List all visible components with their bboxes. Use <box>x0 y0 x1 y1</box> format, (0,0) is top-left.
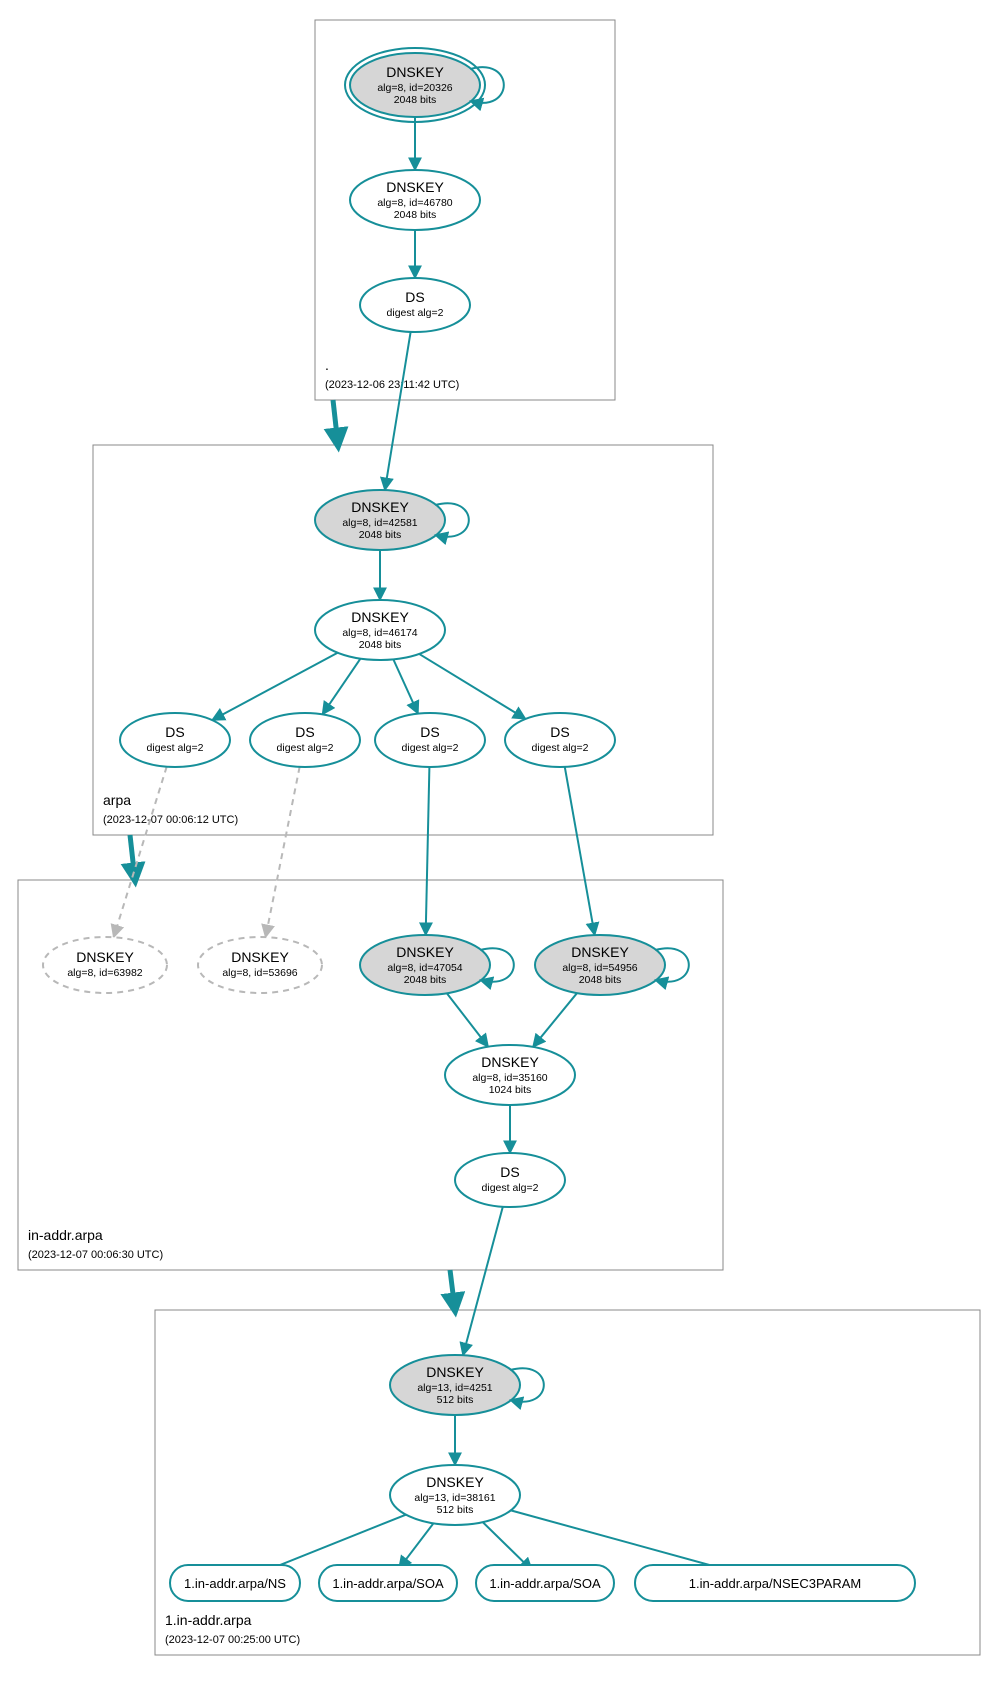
node-bits: 2048 bits <box>404 974 447 986</box>
node-detail: alg=13, id=38161 <box>414 1492 495 1504</box>
node-bits: 2048 bits <box>394 94 437 106</box>
rrset-label: 1.in-addr.arpa/SOA <box>332 1576 444 1591</box>
ds-node <box>505 713 615 767</box>
node-detail: alg=8, id=35160 <box>472 1072 547 1084</box>
node-title: DS <box>295 724 314 740</box>
zone-timestamp: (2023-12-07 00:06:12 UTC) <box>103 814 238 826</box>
node-title: DS <box>405 289 424 305</box>
zone-timestamp: (2023-12-07 00:06:30 UTC) <box>28 1249 163 1261</box>
node-title: DNSKEY <box>231 949 289 965</box>
node-detail: alg=8, id=46780 <box>377 197 452 209</box>
node-detail: digest alg=2 <box>532 742 589 754</box>
zone-title: in-addr.arpa <box>28 1227 103 1243</box>
node-title: DNSKEY <box>481 1054 539 1070</box>
zone-timestamp: (2023-12-07 00:25:00 UTC) <box>165 1634 300 1646</box>
ds-node <box>375 713 485 767</box>
node-detail: digest alg=2 <box>402 742 459 754</box>
node-title: DNSKEY <box>76 949 134 965</box>
node-detail: alg=8, id=46174 <box>342 627 417 639</box>
edge <box>385 332 411 490</box>
node-detail: digest alg=2 <box>147 742 204 754</box>
zone-timestamp: (2023-12-06 23:11:42 UTC) <box>325 379 459 391</box>
node-bits: 512 bits <box>437 1504 474 1516</box>
edge <box>426 767 430 935</box>
edge <box>447 993 488 1046</box>
zone-delegation-arrow <box>333 400 338 445</box>
node-detail: alg=8, id=47054 <box>387 962 462 974</box>
ds-node <box>250 713 360 767</box>
node-title: DNSKEY <box>351 609 409 625</box>
zone-title: . <box>325 357 329 373</box>
node-detail: digest alg=2 <box>277 742 334 754</box>
ds-node <box>360 278 470 332</box>
edge <box>399 1523 434 1568</box>
node-bits: 2048 bits <box>394 209 437 221</box>
edge <box>266 767 300 937</box>
node-detail: digest alg=2 <box>387 307 444 319</box>
zone-delegation-arrow <box>450 1270 455 1310</box>
rrset-label: 1.in-addr.arpa/NSEC3PARAM <box>689 1576 861 1591</box>
node-title: DNSKEY <box>396 944 454 960</box>
node-bits: 2048 bits <box>359 639 402 651</box>
zone-title: 1.in-addr.arpa <box>165 1612 252 1628</box>
node-detail: alg=8, id=20326 <box>377 82 452 94</box>
node-title: DNSKEY <box>571 944 629 960</box>
edge <box>463 1207 503 1355</box>
edge <box>565 767 595 935</box>
node-detail: digest alg=2 <box>482 1182 539 1194</box>
node-title: DS <box>500 1164 519 1180</box>
rrset-label: 1.in-addr.arpa/SOA <box>489 1576 601 1591</box>
node-title: DNSKEY <box>426 1474 484 1490</box>
node-detail: alg=8, id=63982 <box>67 967 142 979</box>
node-title: DNSKEY <box>426 1364 484 1380</box>
edge <box>419 654 525 719</box>
ds-node <box>120 713 230 767</box>
node-title: DNSKEY <box>386 64 444 80</box>
edge <box>212 653 337 720</box>
node-bits: 512 bits <box>437 1394 474 1406</box>
node-title: DS <box>420 724 439 740</box>
edge <box>533 993 577 1047</box>
rrset-label: 1.in-addr.arpa/NS <box>184 1576 286 1591</box>
zone-title: arpa <box>103 792 131 808</box>
edge <box>483 1522 532 1570</box>
edge <box>393 659 418 713</box>
edge <box>322 659 360 715</box>
node-title: DNSKEY <box>351 499 409 515</box>
node-detail: alg=8, id=54956 <box>562 962 637 974</box>
node-detail: alg=8, id=53696 <box>222 967 297 979</box>
node-bits: 2048 bits <box>579 974 622 986</box>
dnskey-node <box>43 937 167 993</box>
node-bits: 1024 bits <box>489 1084 532 1096</box>
node-title: DS <box>550 724 569 740</box>
node-title: DS <box>165 724 184 740</box>
zone-box <box>155 1310 980 1655</box>
node-detail: alg=8, id=42581 <box>342 517 417 529</box>
dnssec-diagram: . (2023-12-06 23:11:42 UTC) arpa (2023-12-0… <box>0 0 1008 1692</box>
node-title: DNSKEY <box>386 179 444 195</box>
node-detail: alg=13, id=4251 <box>417 1382 492 1394</box>
dnskey-node <box>198 937 322 993</box>
ds-node <box>455 1153 565 1207</box>
node-bits: 2048 bits <box>359 529 402 541</box>
